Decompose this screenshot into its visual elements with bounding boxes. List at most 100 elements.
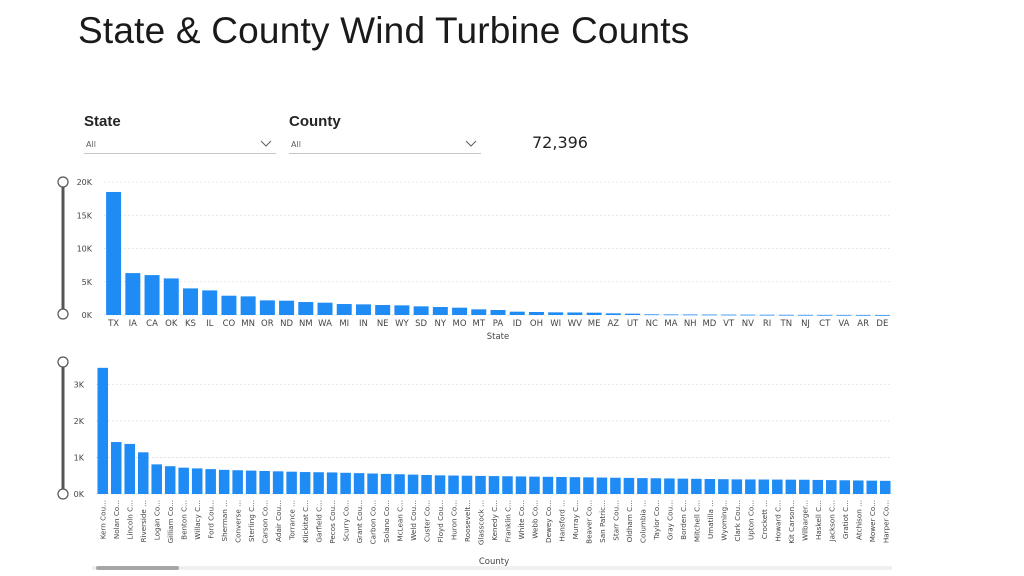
- x-tick-label: Mitchell C...: [692, 500, 701, 542]
- bar: [625, 313, 641, 315]
- bar: [313, 472, 324, 494]
- x-tick-label: NJ: [801, 319, 810, 329]
- bar: [317, 302, 333, 315]
- bar: [605, 313, 621, 315]
- bar: [785, 479, 797, 494]
- bar: [704, 479, 716, 494]
- bar: [299, 472, 311, 494]
- x-tick-label: Upton Co...: [746, 500, 755, 540]
- x-tick-label: WV: [568, 319, 582, 329]
- x-tick-label: ME: [588, 319, 601, 329]
- x-tick-label: IL: [206, 319, 214, 329]
- bar: [583, 477, 594, 494]
- bar: [286, 471, 297, 494]
- bar: [682, 314, 698, 316]
- x-tick-label: Roosevelt...: [463, 500, 472, 542]
- x-tick-label: Glasscock ...: [477, 500, 486, 545]
- bar: [240, 296, 256, 315]
- bar: [245, 470, 257, 494]
- bar: [542, 476, 554, 494]
- x-tick-label: Oldham C...: [625, 500, 634, 542]
- x-tick-label: San Patric...: [598, 500, 607, 543]
- bar: [182, 288, 198, 315]
- zoom-handle-bottom[interactable]: [57, 308, 69, 320]
- bar: [610, 477, 621, 494]
- bar: [799, 479, 810, 494]
- state-dropdown-value: All: [86, 140, 96, 149]
- x-tick-label: Franklin C...: [503, 500, 512, 542]
- state-dropdown[interactable]: All: [84, 136, 276, 154]
- bar: [798, 314, 814, 316]
- bar: [205, 469, 216, 494]
- x-tick-label: Grant Cou...: [355, 500, 364, 543]
- x-tick-label: Custer Co...: [423, 500, 432, 542]
- bar: [340, 472, 351, 494]
- x-tick-label: NM: [299, 319, 313, 329]
- x-tick-label: Webb Co...: [530, 500, 539, 539]
- bar: [461, 475, 473, 494]
- x-tick-label: VA: [838, 319, 849, 329]
- bar: [471, 309, 487, 315]
- state-zoom-slider[interactable]: [56, 175, 70, 321]
- state-slicer-label: State: [84, 113, 121, 130]
- x-tick-label: NE: [377, 319, 389, 329]
- x-tick-label: OH: [530, 319, 543, 329]
- total-turbines-card: 72,396: [532, 133, 588, 152]
- x-tick-label: Logan Co...: [153, 500, 162, 540]
- x-tick-label: CA: [146, 319, 158, 329]
- y-tick-label: 10K: [77, 245, 93, 254]
- bar: [644, 314, 660, 316]
- x-tick-label: ND: [280, 319, 293, 329]
- bar: [394, 474, 405, 494]
- zoom-handle-bottom[interactable]: [57, 488, 69, 500]
- bar: [110, 442, 122, 494]
- zoom-handle-top[interactable]: [57, 176, 69, 188]
- bar: [529, 476, 540, 494]
- x-tick-label: TX: [107, 319, 119, 329]
- bar: [232, 470, 243, 494]
- bar: [701, 314, 717, 316]
- county-dropdown-value: All: [291, 140, 301, 149]
- x-tick-label: Weld Cou...: [409, 500, 418, 541]
- x-tick-label: Kenedy C...: [490, 500, 499, 541]
- bar: [353, 473, 365, 494]
- x-tick-label: AR: [857, 319, 869, 329]
- state-slicer[interactable]: State All: [84, 113, 276, 154]
- y-tick-label: 15K: [77, 211, 93, 220]
- county-zoom-slider[interactable]: [56, 355, 70, 501]
- bar: [279, 300, 295, 315]
- x-tick-label: Beaver Co...: [584, 500, 593, 544]
- bar: [663, 314, 679, 316]
- bar: [664, 478, 675, 494]
- x-tick-label: Kern Cou...: [99, 500, 108, 539]
- county-dropdown[interactable]: All: [289, 136, 481, 154]
- x-tick-label: Mower Co...: [868, 500, 877, 542]
- bar: [758, 479, 770, 494]
- bar: [826, 480, 837, 494]
- chevron-down-icon[interactable]: [465, 136, 477, 150]
- x-tick-label: Sterling C...: [247, 500, 256, 542]
- chevron-down-icon[interactable]: [260, 136, 272, 150]
- bar: [488, 476, 500, 494]
- x-tick-label: Umatilla ...: [706, 500, 715, 539]
- county-scrollbar[interactable]: [92, 566, 892, 570]
- bar: [125, 273, 141, 315]
- x-tick-label: Harper Co...: [881, 500, 890, 543]
- county-slicer[interactable]: County All: [289, 113, 481, 154]
- x-axis-title: County: [479, 557, 509, 567]
- bar: [259, 300, 275, 315]
- county-scrollbar-thumb[interactable]: [96, 566, 179, 570]
- bar: [490, 310, 506, 315]
- bar: [452, 307, 468, 315]
- bar: [407, 474, 419, 494]
- bar: [515, 476, 527, 494]
- x-tick-label: WI: [550, 319, 561, 329]
- bar: [718, 479, 729, 494]
- bar: [394, 305, 410, 315]
- x-tick-label: Gray Cou...: [665, 500, 674, 540]
- x-tick-label: Gilliam Co...: [166, 500, 175, 543]
- x-tick-label: Solano Co...: [382, 500, 391, 543]
- x-tick-label: Howard C...: [773, 500, 782, 542]
- zoom-handle-top[interactable]: [57, 356, 69, 368]
